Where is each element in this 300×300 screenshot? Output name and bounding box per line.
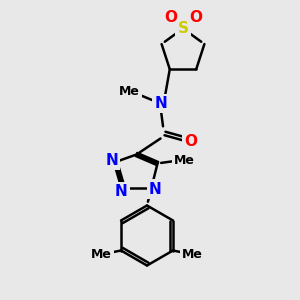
Text: Me: Me xyxy=(118,85,140,98)
Text: O: O xyxy=(189,10,202,25)
Text: S: S xyxy=(178,21,188,36)
Text: N: N xyxy=(154,96,167,111)
Text: Me: Me xyxy=(182,248,203,262)
Text: O: O xyxy=(164,10,177,25)
Text: Me: Me xyxy=(174,154,195,167)
Text: Me: Me xyxy=(91,248,112,262)
Text: O: O xyxy=(184,134,197,148)
Text: N: N xyxy=(115,184,128,199)
Text: N: N xyxy=(105,153,118,168)
Text: N: N xyxy=(149,182,161,196)
